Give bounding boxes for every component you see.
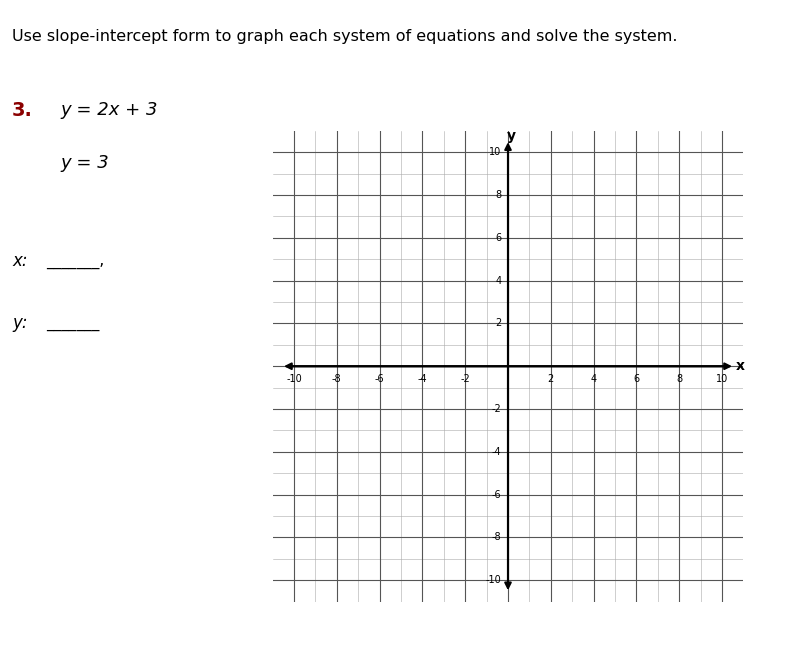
Text: 4: 4 bbox=[495, 275, 502, 286]
Text: x:: x: bbox=[12, 252, 27, 270]
Text: -6: -6 bbox=[492, 490, 502, 500]
Text: -4: -4 bbox=[492, 447, 502, 457]
Text: y = 2x + 3: y = 2x + 3 bbox=[60, 101, 158, 120]
Text: y: y bbox=[506, 129, 516, 143]
Text: -4: -4 bbox=[418, 373, 427, 384]
Text: -2: -2 bbox=[460, 373, 470, 384]
Text: 6: 6 bbox=[634, 373, 639, 384]
Text: y:: y: bbox=[12, 314, 27, 332]
Text: -2: -2 bbox=[492, 404, 502, 414]
Text: -8: -8 bbox=[492, 532, 502, 542]
Text: -10: -10 bbox=[486, 576, 502, 585]
Text: 10: 10 bbox=[490, 147, 502, 157]
Text: Use slope-intercept form to graph each system of equations and solve the system.: Use slope-intercept form to graph each s… bbox=[12, 29, 678, 44]
Text: 6: 6 bbox=[495, 233, 502, 243]
Text: 2: 2 bbox=[495, 318, 502, 328]
Text: x: x bbox=[736, 359, 745, 373]
Text: 4: 4 bbox=[590, 373, 597, 384]
Text: y = 3: y = 3 bbox=[60, 154, 109, 172]
Text: _______,: _______, bbox=[46, 254, 105, 269]
Text: 2: 2 bbox=[548, 373, 554, 384]
Text: 10: 10 bbox=[716, 373, 728, 384]
Text: 8: 8 bbox=[495, 190, 502, 200]
Text: -8: -8 bbox=[332, 373, 342, 384]
Text: 8: 8 bbox=[676, 373, 682, 384]
Text: -6: -6 bbox=[374, 373, 384, 384]
Text: 3.: 3. bbox=[12, 101, 33, 120]
Text: -10: -10 bbox=[286, 373, 302, 384]
Text: _______: _______ bbox=[46, 316, 100, 331]
